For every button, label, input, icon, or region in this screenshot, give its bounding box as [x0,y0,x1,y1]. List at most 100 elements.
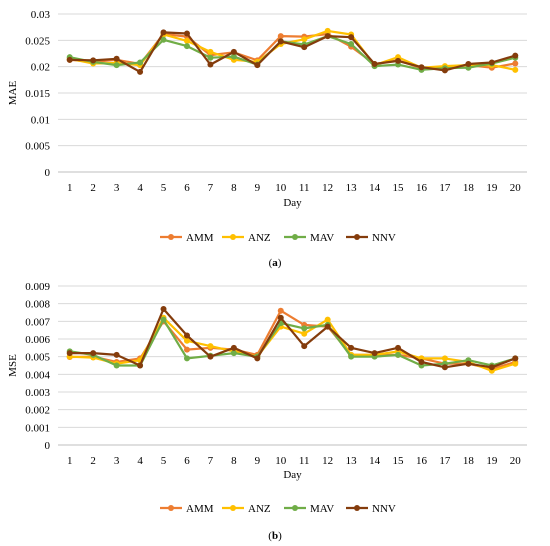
x-tick-label: 5 [161,455,167,467]
x-tick-label: 19 [486,182,498,194]
series-line-mav [69,34,516,71]
data-point-anz [207,343,214,350]
x-tick-label: 5 [161,182,167,194]
data-point-anz [183,337,190,344]
series-line-nnv [69,307,516,369]
x-tick-label: 1 [67,182,73,194]
x-tick-label: 4 [137,182,143,194]
data-point-nnv [512,355,519,362]
data-point-mav [230,53,237,60]
x-tick-label: 8 [231,455,237,467]
x-tick-label: 6 [184,455,190,467]
data-point-nnv [207,353,214,360]
x-tick-label: 7 [208,455,214,467]
x-tick-label: 12 [322,455,333,467]
data-point-nnv [488,364,495,371]
x-tick-label: 14 [369,455,381,467]
x-tick-label: 15 [393,182,405,194]
x-tick-label: 11 [299,182,310,194]
legend-swatch-marker [354,234,360,240]
data-point-amm [183,346,190,353]
data-point-nnv [90,57,97,64]
x-tick-label: 10 [275,455,287,467]
data-point-mav [348,41,355,48]
data-point-mav [113,362,120,369]
legend-swatch-marker [354,505,360,511]
x-tick-label: 13 [346,455,358,467]
y-tick-label: 0.004 [25,369,50,381]
y-axis-title: MAE [7,81,19,106]
data-point-nnv [324,323,331,330]
data-point-mav [301,325,308,332]
data-point-mav [395,351,402,358]
x-tick-label: 2 [90,182,96,194]
y-tick-label: 0 [45,440,51,452]
data-point-nnv [418,64,425,71]
data-point-nnv [465,61,472,68]
data-point-nnv [418,358,425,365]
data-point-nnv [207,61,214,68]
y-tick-label: 0.03 [31,9,51,21]
x-tick-label: 2 [90,455,96,467]
x-tick-label: 9 [255,455,261,467]
data-point-nnv [277,38,284,45]
data-point-nnv [277,314,284,321]
data-point-nnv [441,67,448,74]
data-point-anz [324,27,331,34]
legend-label: ANZ [248,503,271,515]
data-point-nnv [348,344,355,351]
data-point-nnv [230,48,237,55]
data-point-amm [277,33,284,40]
data-point-nnv [348,34,355,41]
x-tick-label: 13 [346,182,358,194]
y-tick-label: 0.009 [25,281,50,293]
data-point-mav [137,59,144,66]
data-point-nnv [254,62,261,69]
legend-swatch-marker [168,234,174,240]
data-point-mav [160,36,167,43]
data-point-nnv [183,332,190,339]
data-point-nnv [301,343,308,350]
x-tick-label: 7 [208,182,214,194]
x-tick-label: 20 [510,455,522,467]
data-point-mav [183,355,190,362]
data-point-nnv [441,364,448,371]
y-tick-label: 0.025 [25,35,50,47]
legend-label: NNV [372,503,396,515]
y-tick-label: 0.003 [25,387,50,399]
data-point-nnv [395,344,402,351]
x-tick-label: 17 [439,182,451,194]
data-point-anz [441,355,448,362]
legend-swatch-marker [168,505,174,511]
data-point-nnv [512,52,519,59]
legend-label: AMM [186,232,214,244]
data-point-anz [301,36,308,43]
x-tick-label: 14 [369,182,381,194]
legend-item-amm: AMM [160,232,214,244]
y-tick-label: 0.001 [25,422,50,434]
x-tick-label: 3 [114,182,120,194]
x-tick-label: 1 [67,455,73,467]
data-point-mav [113,62,120,69]
data-point-nnv [465,360,472,367]
x-tick-label: 11 [299,455,310,467]
data-point-nnv [137,68,144,75]
x-tick-label: 9 [255,182,261,194]
data-point-mav [183,43,190,50]
legend-label: ANZ [248,232,271,244]
data-point-nnv [66,350,73,357]
data-point-mav [230,350,237,357]
data-point-anz [512,66,519,73]
legend-swatch-marker [292,234,298,240]
legend-label: AMM [186,503,214,515]
x-tick-label: 17 [439,455,451,467]
x-tick-label: 20 [510,182,522,194]
x-tick-label: 12 [322,182,333,194]
data-point-anz [301,330,308,337]
y-tick-label: 0.006 [25,334,50,346]
chart-mse: 0 0.001 0.002 0.003 0.004 0.005 0.006 0.007 0.00… [7,281,527,542]
data-point-anz [183,37,190,44]
data-point-nnv [90,350,97,357]
series-line-nnv [69,31,516,74]
